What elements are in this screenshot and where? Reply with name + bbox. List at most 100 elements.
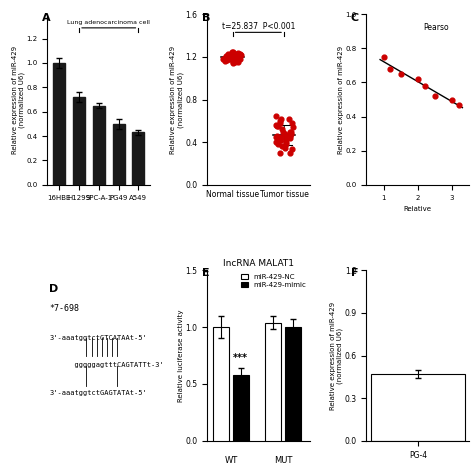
Point bbox=[277, 149, 284, 157]
Point bbox=[276, 119, 284, 127]
Point bbox=[233, 56, 240, 64]
Y-axis label: Relative luciferase activity: Relative luciferase activity bbox=[178, 309, 183, 402]
Point bbox=[235, 58, 242, 66]
Point bbox=[286, 134, 294, 142]
Point bbox=[219, 55, 227, 63]
Point bbox=[281, 130, 289, 137]
Text: 3'-aaatggtctGAGTATAt-5': 3'-aaatggtctGAGTATAt-5' bbox=[49, 390, 147, 396]
Bar bbox=[213, 327, 229, 441]
Point bbox=[289, 124, 297, 131]
Point bbox=[278, 115, 285, 123]
Point bbox=[232, 53, 240, 61]
Text: A: A bbox=[42, 12, 51, 22]
Bar bbox=[113, 124, 125, 185]
Bar bbox=[133, 132, 145, 185]
Point bbox=[273, 112, 280, 119]
Point bbox=[274, 141, 282, 148]
Point bbox=[431, 92, 439, 100]
Point bbox=[235, 49, 242, 56]
Y-axis label: Relative expression of miR-429: Relative expression of miR-429 bbox=[338, 46, 344, 154]
Point bbox=[228, 54, 235, 62]
Point bbox=[455, 101, 463, 109]
Point bbox=[414, 75, 421, 83]
Point bbox=[232, 51, 240, 59]
Point bbox=[421, 82, 428, 90]
Text: ***: *** bbox=[233, 354, 248, 364]
Point bbox=[289, 119, 296, 127]
Point bbox=[273, 122, 281, 130]
Point bbox=[223, 52, 230, 60]
Text: F: F bbox=[351, 268, 358, 278]
Point bbox=[221, 57, 229, 65]
Bar bbox=[73, 97, 85, 185]
Point bbox=[286, 128, 294, 136]
Point bbox=[229, 58, 237, 66]
Point bbox=[278, 143, 286, 150]
Point bbox=[229, 48, 237, 55]
Text: B: B bbox=[202, 12, 210, 22]
Point bbox=[282, 141, 290, 148]
Point bbox=[277, 133, 285, 141]
Point bbox=[231, 56, 238, 64]
Text: D: D bbox=[49, 284, 59, 294]
Text: t=25.837  P<0.001: t=25.837 P<0.001 bbox=[222, 22, 295, 31]
Text: Pearso: Pearso bbox=[423, 23, 448, 32]
X-axis label: Relative: Relative bbox=[404, 206, 432, 212]
Y-axis label: Relative expression of miR-429
(normalized U6): Relative expression of miR-429 (normaliz… bbox=[170, 46, 183, 154]
Point bbox=[276, 117, 284, 125]
Bar bbox=[265, 322, 281, 441]
Point bbox=[380, 53, 387, 61]
Point bbox=[287, 130, 295, 137]
Text: MUT: MUT bbox=[274, 456, 292, 465]
Point bbox=[272, 133, 280, 141]
Point bbox=[237, 50, 244, 57]
Point bbox=[277, 137, 284, 144]
Point bbox=[225, 52, 233, 60]
Text: E: E bbox=[202, 268, 210, 278]
Point bbox=[285, 115, 292, 123]
Y-axis label: Relative expression of miR-429
(normalized U6): Relative expression of miR-429 (normaliz… bbox=[329, 301, 343, 410]
Point bbox=[448, 96, 456, 103]
Bar bbox=[371, 374, 465, 441]
Point bbox=[281, 144, 289, 151]
Point bbox=[286, 132, 294, 140]
Point bbox=[283, 138, 290, 146]
Point bbox=[231, 54, 238, 62]
Point bbox=[232, 50, 239, 57]
Point bbox=[220, 55, 228, 63]
Point bbox=[288, 145, 295, 153]
Point bbox=[237, 55, 244, 63]
Point bbox=[286, 149, 294, 157]
Point bbox=[226, 51, 233, 59]
Point bbox=[227, 55, 234, 63]
Text: WT: WT bbox=[224, 456, 237, 465]
Point bbox=[237, 51, 245, 59]
Text: *7-698: *7-698 bbox=[49, 304, 80, 313]
Text: Lung adenocarcinoma cell: Lung adenocarcinoma cell bbox=[67, 20, 150, 26]
Title: lncRNA MALAT1: lncRNA MALAT1 bbox=[223, 259, 294, 268]
Point bbox=[222, 53, 230, 61]
Point bbox=[233, 53, 241, 61]
Point bbox=[223, 56, 231, 64]
Point bbox=[229, 60, 237, 67]
Point bbox=[272, 138, 279, 146]
Point bbox=[275, 122, 283, 130]
Point bbox=[287, 128, 294, 136]
Point bbox=[234, 51, 241, 59]
Bar bbox=[233, 375, 249, 441]
Point bbox=[280, 128, 287, 136]
Point bbox=[273, 132, 280, 140]
Point bbox=[231, 58, 239, 66]
Point bbox=[273, 121, 280, 129]
Point bbox=[387, 65, 394, 73]
Legend: miR-429-NC, miR-429-mimic: miR-429-NC, miR-429-mimic bbox=[241, 273, 306, 288]
Point bbox=[234, 54, 241, 62]
Bar bbox=[93, 106, 105, 185]
Point bbox=[282, 134, 290, 142]
Point bbox=[233, 57, 240, 65]
Text: C: C bbox=[351, 12, 359, 22]
Bar bbox=[285, 327, 301, 441]
Text: gggggagtttCAGTATTt-3': gggggagtttCAGTATTt-3' bbox=[49, 362, 164, 368]
Point bbox=[229, 52, 237, 60]
Point bbox=[224, 50, 231, 57]
